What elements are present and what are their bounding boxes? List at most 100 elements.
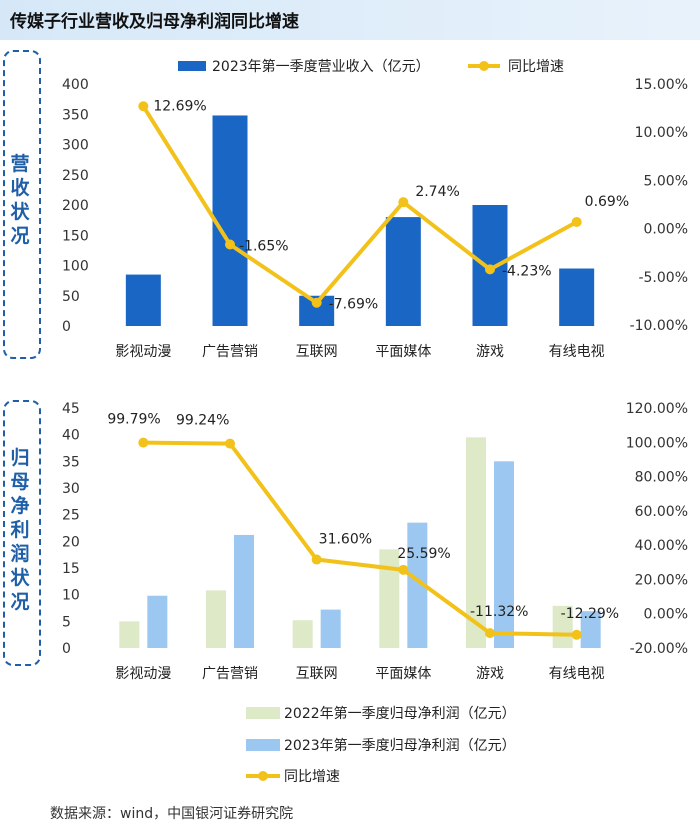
profit-category-label: 影视动漫 xyxy=(115,666,171,682)
profit-right-tick: -20.00% xyxy=(630,641,688,657)
profit-right-tick: 100.00% xyxy=(626,435,688,451)
profit-bar-2 xyxy=(580,611,601,648)
revenue-legend-line-marker xyxy=(479,61,489,71)
profit-bar-2 xyxy=(147,595,168,648)
profit-bar-1 xyxy=(466,437,486,648)
profit-left-tick: 40 xyxy=(62,428,80,444)
revenue-left-tick: 200 xyxy=(62,198,89,214)
revenue-side-label: 营收状况 xyxy=(10,153,30,247)
revenue-right-tick: -10.00% xyxy=(630,318,688,334)
revenue-right-tick: 10.00% xyxy=(635,125,688,141)
revenue-left-tick: 50 xyxy=(62,289,80,305)
title-bar: 传媒子行业营收及归母净利润同比增速 xyxy=(0,0,700,40)
profit-growth-label: -11.32% xyxy=(470,604,528,620)
profit-growth-point xyxy=(225,438,235,449)
profit-left-tick: 5 xyxy=(62,614,71,630)
profit-left-tick: 0 xyxy=(62,641,71,657)
profit-bar-1 xyxy=(292,620,313,648)
revenue-right-tick: -5.00% xyxy=(638,270,688,286)
profit-bar-1 xyxy=(379,549,400,648)
profit-growth-point xyxy=(485,628,495,639)
profit-category-label: 广告营销 xyxy=(202,666,258,682)
profit-growth-label: -12.29% xyxy=(561,606,619,622)
revenue-right-tick: 5.00% xyxy=(644,173,688,189)
profit-legend-line-text: 同比增速 xyxy=(284,769,340,785)
revenue-left-tick: 150 xyxy=(62,228,89,244)
revenue-right-tick: 0.00% xyxy=(644,222,688,238)
revenue-category-label: 影视动漫 xyxy=(115,344,171,360)
revenue-left-tick: 0 xyxy=(62,319,71,335)
profit-legend-2023-text: 2023年第一季度归母净利润（亿元） xyxy=(284,737,516,754)
revenue-growth-label: 0.69% xyxy=(585,194,629,210)
profit-category-label: 游戏 xyxy=(476,666,504,682)
revenue-right-tick: 15.00% xyxy=(635,77,688,93)
revenue-left-tick: 100 xyxy=(62,259,89,275)
profit-legend-2023-swatch xyxy=(246,739,280,751)
revenue-bar-1 xyxy=(212,115,248,327)
profit-category-label: 互联网 xyxy=(296,666,338,682)
revenue-growth-point xyxy=(311,297,322,308)
profit-legend-2022-text: 2022年第一季度归母净利润（亿元） xyxy=(284,705,516,722)
profit-left-tick: 20 xyxy=(62,534,80,550)
revenue-growth-label: 2.74% xyxy=(415,184,459,200)
profit-category-label: 有线电视 xyxy=(549,666,605,682)
revenue-growth-point xyxy=(225,239,235,250)
revenue-category-label: 互联网 xyxy=(296,344,338,360)
revenue-left-tick: 350 xyxy=(62,107,89,123)
revenue-growth-line xyxy=(141,105,578,305)
source-note: 数据来源：wind，中国银河证券研究院 xyxy=(50,806,294,822)
revenue-left-tick: 250 xyxy=(62,168,89,184)
revenue-growth-point xyxy=(485,264,495,275)
profit-left-tick: 15 xyxy=(62,561,80,577)
profit-left-tick: 45 xyxy=(62,401,80,417)
profit-bar-2 xyxy=(234,534,254,648)
revenue-category-label: 平面媒体 xyxy=(375,344,431,360)
profit-bar-2 xyxy=(494,461,514,648)
profit-side-box xyxy=(3,400,41,666)
profit-left-tick: 10 xyxy=(62,588,80,604)
profit-legend-2022-swatch xyxy=(246,707,280,719)
revenue-bar-1 xyxy=(385,217,421,326)
profit-right-tick: 120.00% xyxy=(626,401,688,417)
profit-growth-line xyxy=(143,440,577,637)
profit-right-tick: 60.00% xyxy=(635,504,688,520)
revenue-left-tick: 400 xyxy=(62,77,89,93)
profit-bar-1 xyxy=(119,621,140,648)
profit-bar-2 xyxy=(320,609,341,648)
revenue-category-label: 广告营销 xyxy=(202,344,258,360)
profit-right-tick: 20.00% xyxy=(635,572,688,588)
profit-growth-label: 99.24% xyxy=(176,413,229,429)
revenue-growth-point xyxy=(398,197,409,208)
revenue-growth-label: 12.69% xyxy=(153,98,206,114)
profit-left-tick: 30 xyxy=(62,481,80,497)
profit-bar-1 xyxy=(206,590,226,648)
profit-left-tick: 25 xyxy=(62,508,80,524)
revenue-growth-label: -7.69% xyxy=(329,297,379,313)
profit-bar-2 xyxy=(407,522,428,648)
profit-growth-label: 25.59% xyxy=(397,546,450,562)
profit-growth-label: 99.79% xyxy=(107,412,160,428)
profit-growth-point xyxy=(398,564,409,575)
profit-legend-line-marker xyxy=(258,771,268,781)
revenue-legend-line-text: 同比增速 xyxy=(508,59,564,75)
revenue-growth-label: -1.65% xyxy=(239,239,289,255)
profit-side-label: 归母净利润状况 xyxy=(10,447,30,613)
profit-bar-1 xyxy=(552,605,573,648)
revenue-category-label: 游戏 xyxy=(476,344,504,360)
revenue-legend-bar-swatch xyxy=(178,61,206,71)
revenue-bar-1 xyxy=(125,274,161,326)
profit-left-tick: 35 xyxy=(62,454,80,470)
revenue-legend-bar-text: 2023年第一季度营业收入（亿元） xyxy=(212,58,430,75)
profit-growth-label: 31.60% xyxy=(319,532,372,548)
revenue-left-tick: 300 xyxy=(62,138,89,154)
profit-growth-point xyxy=(311,554,322,565)
revenue-growth-point xyxy=(138,101,149,112)
revenue-category-label: 有线电视 xyxy=(549,344,605,360)
profit-growth-point xyxy=(571,629,582,640)
revenue-growth-point xyxy=(571,216,582,227)
profit-right-tick: 80.00% xyxy=(635,470,688,486)
revenue-side-box xyxy=(3,50,41,359)
revenue-growth-label: -4.23% xyxy=(502,263,552,279)
profit-growth-point xyxy=(138,437,149,448)
